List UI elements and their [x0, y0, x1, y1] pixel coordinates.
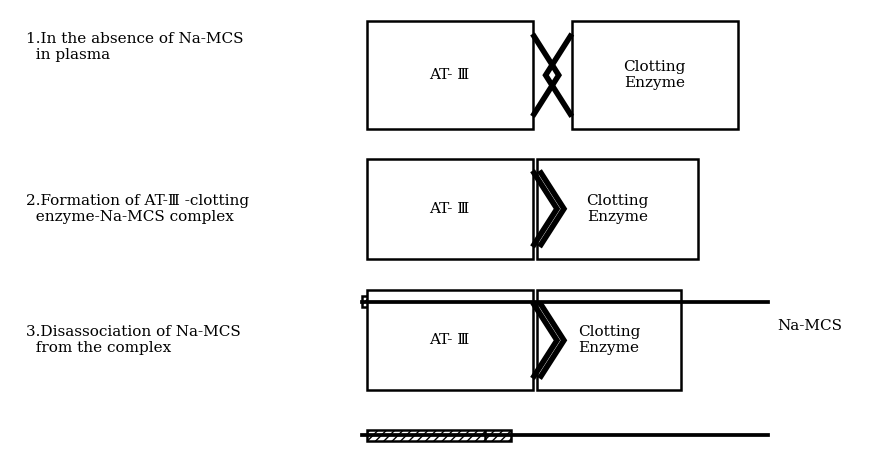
- Text: AT- Ⅲ: AT- Ⅲ: [430, 202, 470, 216]
- Bar: [367, 159, 533, 259]
- Text: Clotting
Enzyme: Clotting Enzyme: [587, 193, 649, 224]
- Text: 1.In the absence of Na-MCS
  in plasma: 1.In the absence of Na-MCS in plasma: [26, 32, 244, 62]
- Text: Na-MCS: Na-MCS: [777, 318, 842, 333]
- Text: AT- Ⅲ: AT- Ⅲ: [430, 333, 470, 347]
- Bar: [367, 430, 511, 441]
- Text: Clotting
Enzyme: Clotting Enzyme: [578, 325, 640, 355]
- Text: 2.Formation of AT-Ⅲ -clotting
  enzyme-Na-MCS complex: 2.Formation of AT-Ⅲ -clotting enzyme-Na-…: [26, 194, 250, 224]
- Text: AT- Ⅲ: AT- Ⅲ: [430, 68, 470, 82]
- Text: Clotting
Enzyme: Clotting Enzyme: [623, 60, 686, 90]
- Text: 3.Disassociation of Na-MCS
  from the complex: 3.Disassociation of Na-MCS from the comp…: [26, 325, 241, 355]
- Bar: [572, 21, 738, 129]
- Bar: [537, 159, 698, 259]
- Bar: [367, 290, 533, 391]
- Bar: [362, 296, 506, 307]
- Bar: [367, 21, 533, 129]
- Bar: [537, 290, 681, 391]
